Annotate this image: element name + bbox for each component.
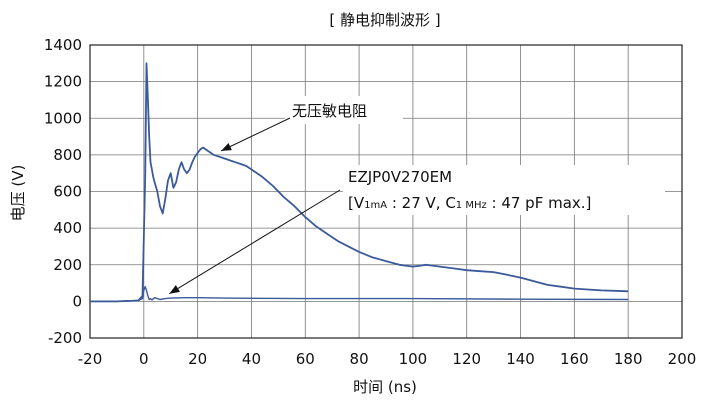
series-layer — [90, 62, 629, 303]
annotation-part-number: EZJP0V270EM — [348, 168, 452, 186]
y-tick-label: -200 — [48, 329, 82, 347]
x-tick-label: 60 — [296, 350, 315, 368]
x-tick-labels: -20 0 20 40 60 80 100 120 140 160 180 200 — [78, 350, 697, 368]
y-tick-label: 1000 — [44, 109, 82, 127]
x-tick-label: 140 — [506, 350, 535, 368]
y-tick-label: 200 — [53, 256, 82, 274]
annotation-arrowhead-2 — [169, 285, 180, 294]
x-tick-label: 160 — [560, 350, 589, 368]
x-tick-label: 100 — [399, 350, 428, 368]
series-line-no-varistor — [90, 62, 629, 303]
y-tick-labels: -200 0 200 400 600 800 1000 1200 1400 — [44, 36, 82, 347]
annotation-box-2 — [343, 165, 665, 215]
x-tick-label: 80 — [350, 350, 369, 368]
x-tick-label: 200 — [668, 350, 697, 368]
x-tick-label: 20 — [188, 350, 207, 368]
plot-frame — [89, 44, 683, 339]
annotation-spec: [V1mA : 27 V, C1 MHz : 47 pF max.] — [348, 194, 591, 212]
y-tick-label: 0 — [72, 292, 82, 310]
annotation-no-varistor: 无压敏电阻 — [292, 102, 367, 120]
annotation-arrow-2 — [169, 189, 341, 295]
y-tick-label: 1200 — [44, 73, 82, 91]
series-line-ezjp0v270em — [90, 286, 629, 303]
y-tick-label: 800 — [53, 146, 82, 164]
annotation-arrowhead-1 — [221, 142, 232, 151]
y-axis-label: 电压 (V) — [9, 165, 27, 222]
x-tick-label: 120 — [452, 350, 481, 368]
annotation-box-1 — [285, 96, 403, 124]
y-tick-label: 400 — [53, 219, 82, 237]
x-tick-label: -20 — [78, 350, 103, 368]
y-tick-label: 600 — [53, 183, 82, 201]
x-tick-label: 180 — [614, 350, 643, 368]
axes — [89, 44, 683, 339]
y-tick-label: 1400 — [44, 36, 82, 54]
chart-title: [ 静电抑制波形 ] — [329, 11, 440, 29]
annotation-arrow-1 — [220, 117, 291, 152]
x-axis-label: 时间 (ns) — [353, 378, 417, 396]
x-tick-label: 0 — [139, 350, 149, 368]
x-tick-label: 40 — [242, 350, 261, 368]
